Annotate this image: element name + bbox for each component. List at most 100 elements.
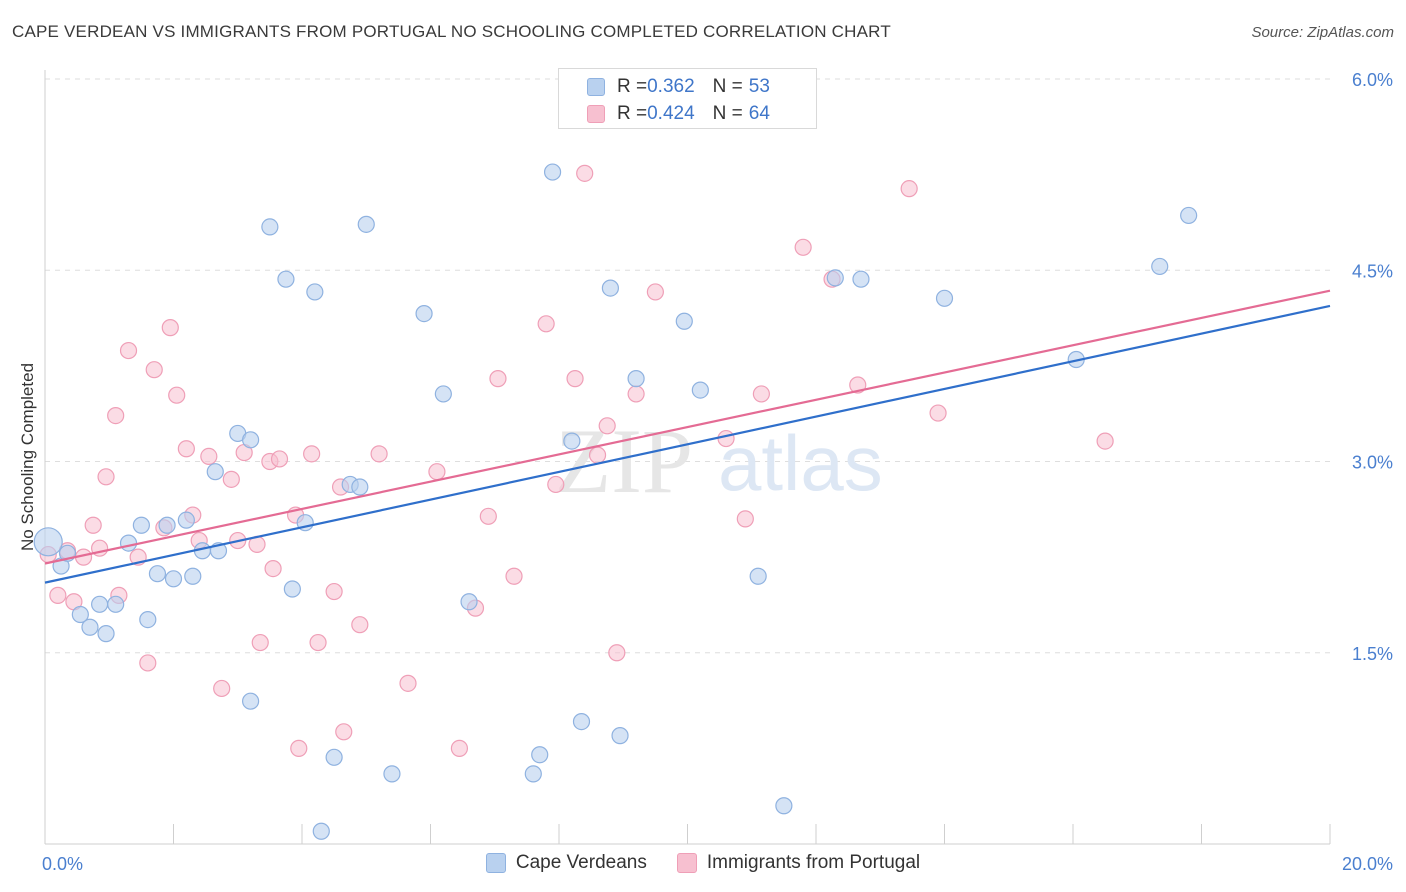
data-point-cape-verdean — [935, 289, 954, 307]
data-point-portugal — [370, 445, 388, 463]
data-point-cape-verdean — [71, 605, 89, 624]
data-point-portugal — [222, 470, 240, 488]
data-point-cape-verdean — [563, 432, 581, 450]
data-point-portugal — [119, 341, 138, 360]
series-portugal-points — [39, 164, 1114, 757]
data-point-cape-verdean — [33, 527, 63, 557]
legend-n-label: N = — [712, 76, 743, 97]
data-point-portugal — [900, 180, 918, 198]
legend-n-value: 53 — [748, 76, 770, 97]
data-point-portugal — [537, 315, 555, 333]
data-point-portugal — [717, 429, 735, 448]
data-point-cape-verdean — [601, 279, 620, 297]
y-tick-label: 1.5% — [1352, 644, 1393, 664]
data-point-cape-verdean — [852, 270, 870, 288]
data-point-cape-verdean — [139, 610, 157, 629]
legend-r-value: 0.424 — [647, 103, 695, 124]
legend-swatch-pink — [676, 853, 697, 873]
data-point-portugal — [84, 516, 102, 534]
data-point-portugal — [139, 654, 157, 672]
data-point-cape-verdean — [306, 283, 324, 301]
data-point-portugal — [479, 507, 497, 525]
data-point-cape-verdean — [242, 692, 260, 710]
source-label: Source: ZipAtlas.com — [1251, 24, 1394, 41]
y-tick-label: 4.5% — [1352, 261, 1393, 281]
data-point-portugal — [213, 679, 231, 698]
y-tick-label: 6.0% — [1352, 70, 1393, 90]
data-point-portugal — [794, 238, 812, 256]
y-tick-label: 3.0% — [1352, 453, 1393, 473]
watermark-zip: ZIP — [555, 410, 693, 512]
legend-n-label: N = — [712, 103, 743, 124]
legend-swatch-blue — [587, 78, 605, 96]
data-point-cape-verdean — [675, 312, 693, 330]
trend-line-portugal — [44, 289, 1331, 565]
data-point-cape-verdean — [312, 822, 330, 840]
watermark-atlas: atlas — [718, 419, 883, 507]
data-point-portugal — [1096, 432, 1114, 450]
data-point-portugal — [752, 385, 770, 403]
data-point-portugal — [161, 319, 179, 337]
data-point-cape-verdean — [81, 618, 99, 636]
data-point-portugal — [264, 559, 282, 578]
series-cape-verdean-points — [33, 163, 1198, 840]
tick-labels: 1.5% 3.0% 4.5% 6.0% 0.0% 20.0% — [42, 70, 1393, 874]
series-legend: Cape Verdeans Immigrants from Portugal — [0, 852, 1406, 874]
trend-line-cape-verdean — [44, 304, 1331, 584]
data-point-portugal — [576, 164, 594, 182]
axes — [44, 70, 1331, 845]
legend-label: Immigrants from Portugal — [706, 852, 921, 873]
legend-label: Cape Verdeans — [515, 852, 647, 873]
data-point-portugal — [489, 370, 507, 388]
data-point-cape-verdean — [691, 381, 709, 399]
data-point-cape-verdean — [1180, 206, 1198, 225]
data-point-portugal — [547, 475, 565, 494]
data-point-portugal — [929, 404, 947, 422]
data-point-cape-verdean — [283, 580, 301, 598]
legend-row-portugal: R = 0.424 N = 64 — [587, 101, 770, 127]
data-point-cape-verdean — [611, 727, 629, 745]
legend-swatch-blue — [485, 853, 506, 873]
data-point-cape-verdean — [325, 748, 343, 766]
data-point-cape-verdean — [415, 305, 433, 323]
data-point-cape-verdean — [1151, 257, 1169, 276]
watermark: ZIP atlas — [555, 410, 883, 512]
data-point-portugal — [736, 510, 754, 528]
data-point-cape-verdean — [351, 478, 369, 496]
data-point-cape-verdean — [242, 431, 260, 449]
x-tick-label: 0.0% — [42, 854, 83, 874]
data-point-cape-verdean — [184, 567, 202, 585]
data-point-cape-verdean — [206, 463, 224, 481]
data-point-portugal — [335, 723, 353, 741]
data-point-portugal — [168, 386, 186, 404]
data-point-cape-verdean — [572, 712, 591, 731]
data-point-cape-verdean — [97, 625, 115, 643]
data-point-portugal — [309, 633, 327, 652]
data-point-cape-verdean — [148, 565, 167, 583]
data-point-portugal — [351, 616, 369, 634]
legend-n-value: 64 — [748, 103, 770, 124]
data-point-portugal — [428, 463, 446, 481]
data-point-cape-verdean — [107, 595, 125, 613]
data-point-portugal — [270, 450, 289, 468]
data-point-cape-verdean — [177, 511, 195, 529]
x-tick-label: 20.0% — [1342, 854, 1393, 874]
data-point-cape-verdean — [627, 370, 645, 388]
trend-lines — [44, 289, 1331, 584]
data-point-cape-verdean — [357, 215, 375, 233]
data-point-cape-verdean — [132, 516, 150, 534]
data-point-cape-verdean — [91, 595, 109, 613]
data-point-portugal — [399, 674, 417, 692]
stats-legend: R = 0.362 N = 53 R = 0.424 N = 64 — [558, 68, 817, 129]
grid — [45, 78, 1330, 654]
legend-item-cape-verdeans: Cape Verdeans — [485, 852, 647, 874]
legend-r-label: R = — [617, 103, 648, 124]
legend-swatch-pink — [587, 105, 605, 123]
data-point-portugal — [177, 440, 195, 458]
data-point-portugal — [325, 582, 343, 601]
data-point-portugal — [598, 417, 616, 435]
data-point-portugal — [251, 633, 269, 652]
data-point-cape-verdean — [164, 570, 183, 588]
data-point-portugal — [505, 567, 523, 585]
